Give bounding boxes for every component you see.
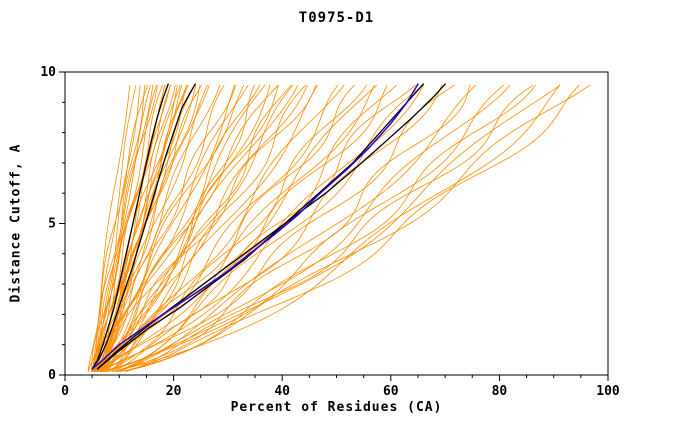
model-curve	[103, 84, 294, 372]
model-curve	[116, 84, 511, 372]
model-curve	[92, 84, 197, 372]
model-curve	[95, 84, 375, 372]
model-curve	[118, 84, 476, 372]
x-tick-label: 60	[383, 384, 399, 399]
x-tick-label: 100	[596, 384, 620, 399]
model-curve	[103, 84, 504, 372]
model-curve	[101, 84, 235, 372]
x-tick-label: 0	[61, 384, 69, 399]
model-curve	[91, 84, 225, 372]
model-curve	[104, 84, 345, 372]
model-curve	[96, 84, 137, 372]
x-axis-label: Percent of Residues (CA)	[230, 400, 443, 415]
model-curve	[95, 84, 236, 372]
model-curve	[121, 84, 536, 372]
y-tick-label: 0	[48, 368, 56, 383]
model-curve	[100, 84, 279, 372]
reference-curve	[91, 83, 169, 370]
model-curve	[113, 84, 355, 372]
model-curve	[94, 84, 158, 372]
model-curve	[114, 84, 471, 372]
model-curve	[120, 84, 424, 372]
model-curve	[96, 84, 306, 372]
model-curve	[98, 84, 163, 372]
x-tick-label: 20	[166, 384, 182, 399]
model-curve	[91, 84, 172, 372]
model-curve	[105, 84, 561, 372]
chart-title: T0975-D1	[298, 10, 375, 26]
model-curve	[97, 84, 271, 372]
model-curve	[93, 84, 154, 372]
model-curve	[100, 84, 279, 372]
model-curve	[111, 84, 255, 372]
model-curve	[94, 84, 166, 372]
model-curve	[91, 84, 317, 372]
highlight-curve	[91, 83, 419, 370]
reference-curve	[91, 83, 196, 370]
model-curve	[113, 84, 560, 372]
model-curve	[107, 84, 308, 372]
model-curve	[125, 84, 534, 372]
model-curve	[125, 84, 591, 372]
x-tick-label: 40	[274, 384, 290, 399]
reference-curve	[96, 83, 446, 370]
y-tick-label: 5	[48, 217, 56, 232]
model-curve	[113, 84, 442, 372]
model-curve	[91, 84, 339, 372]
model-curve	[109, 84, 388, 372]
model-curve	[125, 84, 580, 372]
model-curve	[97, 84, 210, 372]
model-curve	[103, 84, 292, 372]
y-tick-label: 10	[40, 65, 56, 80]
x-tick-label: 80	[492, 384, 508, 399]
model-curve	[104, 84, 249, 372]
